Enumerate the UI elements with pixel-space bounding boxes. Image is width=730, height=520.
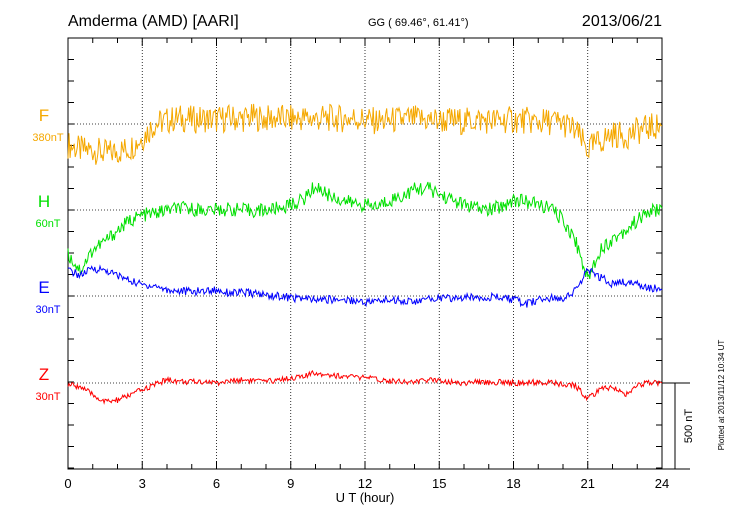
x-tick-label: 9: [287, 476, 294, 491]
x-tick-label: 15: [432, 476, 446, 491]
series-baseline-z: 30nT: [35, 391, 60, 403]
date-label: 2013/06/21: [582, 13, 662, 30]
series-line-z: [67, 369, 663, 405]
x-tick-label: 21: [581, 476, 595, 491]
grid: [68, 38, 662, 469]
series-name-e: E: [38, 278, 49, 297]
x-tick-label: 0: [64, 476, 71, 491]
station-title: Amderma (AMD) [AARI]: [68, 13, 239, 30]
series-name-z: Z: [39, 365, 49, 384]
x-tick-label: 3: [139, 476, 146, 491]
scale-bar-label: 500 nT: [683, 409, 695, 444]
geographic-coords: GG ( 69.46°, 61.41°): [368, 17, 469, 29]
x-tick-label: 24: [655, 476, 669, 491]
series-line-h: [67, 181, 663, 280]
axes: 0 3 6 9 12 15 18 21 24: [64, 37, 690, 491]
series-line-f: [67, 103, 662, 165]
series-name-f: F: [39, 106, 49, 125]
series-labels: F 380nT H 60nT E 30nT Z 30nT: [32, 106, 63, 403]
x-tick-label: 18: [506, 476, 520, 491]
x-tick-label: 6: [213, 476, 220, 491]
series-baseline-e: 30nT: [35, 304, 60, 316]
series-name-h: H: [38, 192, 50, 211]
series-line-e: [67, 264, 663, 308]
x-axis-label: U T (hour): [336, 490, 395, 505]
series-baseline-h: 60nT: [35, 218, 60, 230]
series-baseline-f: 380nT: [32, 132, 63, 144]
series-lines: [67, 103, 663, 405]
plotted-timestamp: Plotted at 2013/11/12 10:34 UT: [717, 340, 726, 451]
x-tick-label: 12: [358, 476, 372, 491]
